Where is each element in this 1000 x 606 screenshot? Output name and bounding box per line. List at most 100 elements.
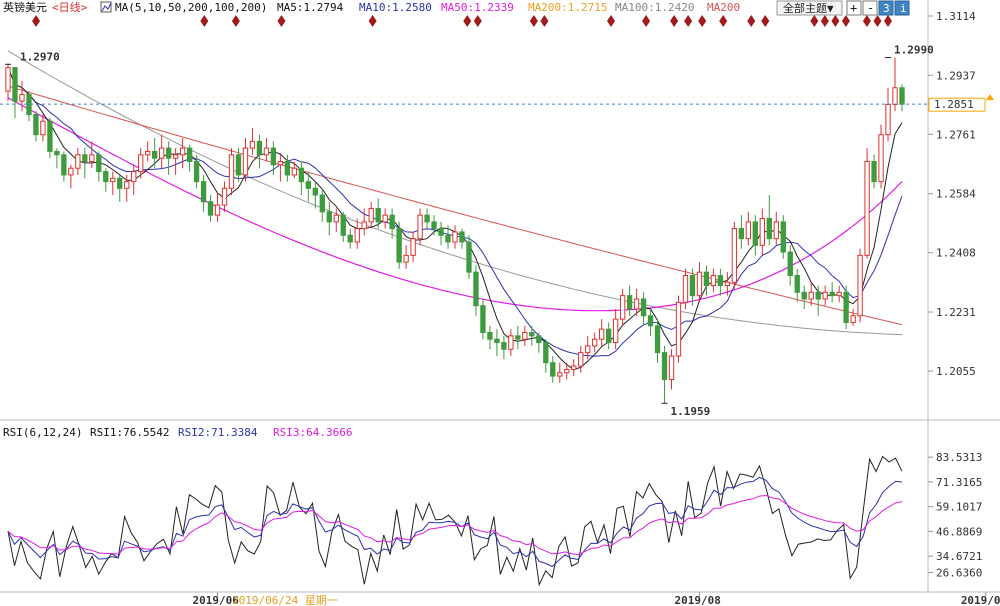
- candle-body: [480, 305, 486, 334]
- rsi1-value: RSI1:76.5542: [90, 426, 169, 439]
- candle-body: [605, 328, 612, 344]
- candle-body: [571, 365, 577, 370]
- candle-body: [354, 228, 360, 243]
- event-diamond-icon: [761, 15, 770, 27]
- candle-body: [529, 332, 535, 337]
- candle-body: [438, 228, 444, 236]
- layout-icon: 3: [883, 2, 890, 15]
- header-ma200: MA200:1.2715: [528, 1, 607, 14]
- candle-body: [200, 181, 207, 203]
- candle-body: [179, 147, 186, 156]
- candle-body: [675, 301, 682, 357]
- header-ma5: MA5:1.2794: [277, 1, 344, 14]
- candle-body: [82, 154, 88, 163]
- candle-body: [843, 291, 849, 323]
- candle-body: [710, 275, 717, 287]
- candle-body: [592, 338, 598, 347]
- candle-body: [522, 332, 528, 340]
- candle-body: [682, 275, 689, 303]
- event-diamond-icon: [32, 15, 41, 27]
- candle-body: [668, 355, 675, 380]
- candle-body: [633, 298, 640, 310]
- zoom-in-button[interactable]: +: [846, 0, 862, 16]
- current-price-marker-icon: [986, 94, 994, 101]
- candle-body: [445, 234, 451, 243]
- ma200-line: [7, 85, 903, 326]
- candle-body: [766, 218, 772, 240]
- zoom-out-button[interactable]: -: [862, 0, 878, 16]
- candle-body: [228, 154, 235, 189]
- info-button[interactable]: i: [894, 0, 910, 16]
- candle-body: [340, 214, 346, 236]
- theme-selector[interactable]: 全部主题▼: [776, 0, 843, 16]
- candle-body: [738, 228, 745, 240]
- candle-body: [193, 161, 200, 183]
- candle-body: [138, 154, 144, 173]
- rsi-y-tick-label: 34.6721: [936, 550, 982, 563]
- rsi2-value: RSI2:71.3384: [178, 426, 258, 439]
- candle-body: [242, 147, 249, 176]
- candle-body: [152, 150, 158, 159]
- candle-body: [773, 221, 779, 240]
- event-diamond-icon: [200, 15, 209, 27]
- candle-body: [333, 214, 339, 223]
- price-y-tick-label: 1.3114: [936, 10, 976, 23]
- candle-body: [543, 342, 549, 364]
- candle-body: [822, 291, 828, 300]
- annotation-label: 1.1959: [671, 405, 711, 418]
- candle-body: [47, 120, 53, 152]
- candle-body: [808, 291, 814, 300]
- candle-body: [885, 104, 891, 136]
- candle-body: [899, 87, 905, 105]
- candle-body: [54, 150, 60, 156]
- candle-body: [431, 221, 437, 230]
- candle-body: [850, 315, 856, 323]
- ma-line-icon: [101, 2, 112, 12]
- current-price-box: [928, 97, 986, 112]
- rsi-y-tick-label: 71.3165: [936, 476, 982, 489]
- candle-body: [640, 298, 647, 317]
- candle-body: [794, 275, 800, 293]
- candle-body: [452, 231, 458, 243]
- candle-body: [494, 338, 500, 344]
- event-diamond-icon: [368, 15, 377, 27]
- candle-body: [270, 147, 277, 166]
- candle-body: [417, 214, 423, 240]
- candle-body: [836, 291, 842, 297]
- candle-body: [298, 167, 305, 183]
- candle-body: [752, 221, 758, 246]
- layout-button[interactable]: 3: [878, 0, 894, 16]
- price-y-tick-label: 1.2584: [936, 188, 976, 201]
- x-tick-label: 2019/06: [193, 594, 240, 606]
- candle-body: [703, 271, 710, 287]
- event-diamond-icon: [231, 15, 240, 27]
- candle-body: [256, 140, 263, 156]
- event-diamond-icon: [607, 15, 616, 27]
- header-ma50: MA50:1.2339: [441, 1, 514, 14]
- header-instrument: 英镑美元: [3, 0, 47, 14]
- annotation-label: 1.2990: [894, 44, 934, 57]
- current-price-label: 1.2851: [934, 98, 974, 111]
- candle-body: [124, 181, 130, 189]
- candle-body: [717, 275, 724, 287]
- ma-toggle-checkbox[interactable]: [100, 1, 112, 13]
- rsi-y-tick-label: 46.8869: [936, 525, 982, 538]
- header-ma10: MA10:1.2580: [359, 1, 432, 14]
- candle-body: [759, 218, 765, 246]
- candle-body: [61, 154, 67, 176]
- candle-body: [780, 221, 786, 253]
- candle-body: [214, 204, 221, 216]
- candle-body: [424, 214, 430, 223]
- event-diamond-icon: [684, 15, 693, 27]
- candle-body: [5, 67, 11, 92]
- candle-body: [696, 271, 703, 297]
- event-diamond-icon: [473, 15, 482, 27]
- header-period[interactable]: <日线>: [52, 0, 88, 14]
- rsi-series-line-1: [7, 455, 903, 587]
- event-diamond-icon: [862, 15, 871, 27]
- candle-body: [347, 234, 353, 243]
- candle-body: [473, 271, 479, 307]
- candle-body: [829, 291, 835, 297]
